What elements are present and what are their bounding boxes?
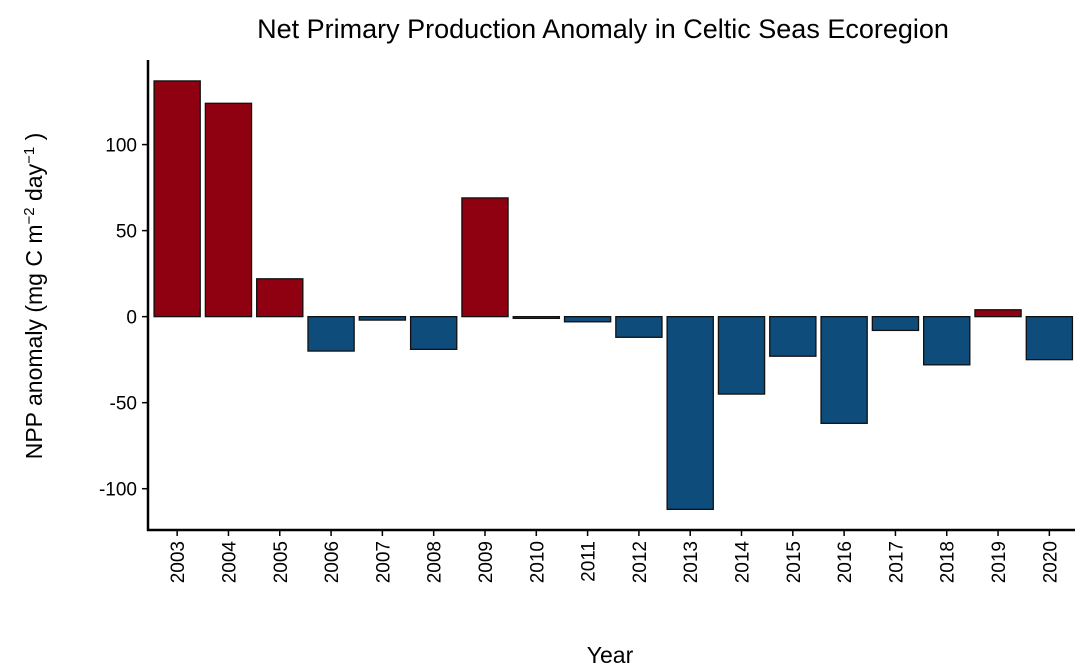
bar	[358, 315, 407, 321]
y-tick-label: 50	[116, 222, 137, 243]
y-tick-label: -50	[110, 394, 137, 415]
x-tick-label: 2005	[271, 541, 292, 583]
x-tick-label: 2003	[168, 541, 189, 583]
x-tick-label: 2006	[322, 541, 343, 583]
x-tick-label: 2017	[886, 541, 907, 583]
y-tick-label: 100	[105, 136, 137, 157]
bar	[922, 315, 971, 366]
bar	[256, 278, 304, 318]
x-tick-label: 2011	[579, 541, 600, 582]
x-tick-label: 2007	[373, 541, 394, 583]
bar	[512, 315, 561, 320]
bar	[615, 315, 663, 338]
y-tick-label: -100	[99, 480, 137, 501]
bar	[717, 315, 766, 395]
bar	[461, 197, 509, 318]
y-label-part: day	[21, 163, 47, 207]
x-tick-label: 2016	[835, 541, 856, 583]
x-tick-label: 2004	[219, 541, 240, 584]
bar	[666, 315, 714, 511]
x-tick-label: 2009	[476, 541, 497, 583]
bar	[204, 102, 253, 318]
x-axis-label: Year	[587, 642, 634, 668]
y-axis-label: NPP anomaly (mg C m−2 day−1 )	[21, 133, 48, 460]
x-tick-label: 2013	[681, 541, 702, 583]
x-tick-label: 2012	[630, 541, 651, 583]
bar	[974, 309, 1022, 318]
y-tick-label: 0	[126, 308, 137, 329]
y-label-superscript: −2	[21, 207, 38, 224]
y-label-superscript: −1	[21, 147, 38, 164]
bar	[563, 315, 612, 323]
bar	[1025, 315, 1074, 361]
bar	[820, 315, 868, 424]
bar	[409, 315, 458, 350]
x-tick-label: 2019	[989, 541, 1010, 583]
y-label-part: )	[21, 133, 47, 147]
x-tick-label: 2010	[527, 541, 548, 583]
bar	[153, 80, 201, 318]
y-label-part: NPP anomaly (mg C m	[21, 225, 47, 460]
x-tick-label: 2015	[784, 541, 805, 583]
x-tick-label: 2008	[425, 541, 446, 583]
x-tick-label: 2020	[1040, 541, 1061, 583]
x-tick-label: 2014	[733, 541, 754, 584]
bar	[871, 315, 920, 332]
x-tick-label: 2018	[938, 541, 959, 583]
bar	[307, 315, 355, 352]
chart-title: Net Primary Production Anomaly in Celtic…	[257, 14, 949, 44]
bar	[769, 315, 817, 357]
